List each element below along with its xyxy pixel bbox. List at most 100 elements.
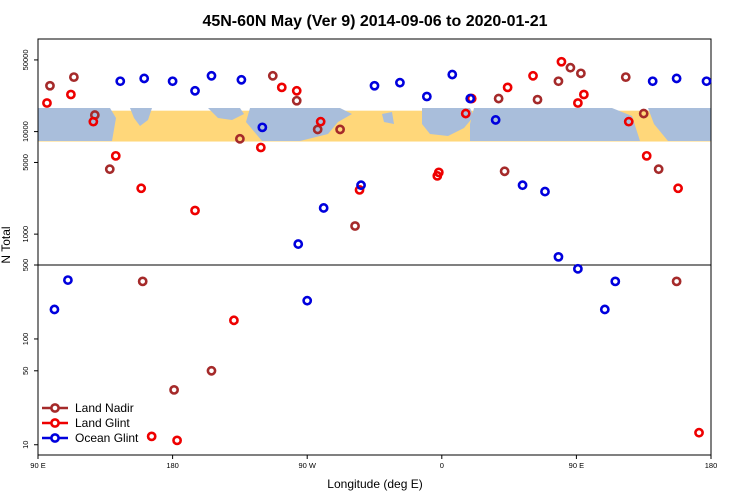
y-tick-label: 5000 <box>21 154 30 171</box>
ocean-glint-point <box>302 295 313 306</box>
legend-label-ocean-glint: Ocean Glint <box>75 431 139 445</box>
world-map-band <box>38 108 711 142</box>
y-tick-label: 10000 <box>21 121 30 142</box>
legend-label-land-glint: Land Glint <box>75 416 130 430</box>
ocean-glint-point <box>553 251 564 262</box>
ocean-glint-point <box>395 77 405 88</box>
land-nadir-point <box>206 365 217 376</box>
y-axis-label: N Total <box>0 226 13 263</box>
land-glint-point <box>190 205 200 216</box>
land-nadir-point <box>553 76 564 87</box>
landmass-russia <box>470 108 640 141</box>
land-glint-point <box>572 98 583 108</box>
ocean-glint-point <box>517 180 528 191</box>
land-nadir-point <box>312 124 323 135</box>
legend-marker-land-glint <box>50 418 60 428</box>
land-glint-point <box>291 85 302 96</box>
land-nadir-point <box>532 94 543 105</box>
land-glint-point <box>229 315 239 326</box>
ocean-glint-point <box>167 76 178 87</box>
landmass-europe <box>422 108 474 136</box>
landmass-north-america <box>246 108 352 141</box>
land-glint-point <box>146 431 157 442</box>
data-points <box>42 56 712 446</box>
land-nadir-point <box>350 221 360 231</box>
land-glint-point <box>694 427 704 438</box>
x-tick-label: 180 <box>705 461 718 470</box>
landmass-kamchatka <box>130 108 152 126</box>
land-glint-point <box>641 150 652 161</box>
ocean-glint-point <box>63 275 73 285</box>
ocean-glint-point <box>599 304 610 315</box>
y-axis-ticks: 500 1000 5000 10000 50000 10 50 100 <box>21 49 38 449</box>
legend-marker-ocean-glint <box>50 433 60 443</box>
land-nadir-point <box>565 62 576 73</box>
land-nadir-point <box>104 164 115 175</box>
ocean-glint-point <box>540 186 550 197</box>
ocean-glint-point <box>190 85 200 96</box>
land-nadir-point <box>234 133 245 144</box>
legend-label-land-nadir: Land Nadir <box>75 401 134 415</box>
land-glint-point <box>276 82 287 93</box>
land-nadir-point <box>335 124 346 135</box>
x-tick-label: 0 <box>440 461 444 470</box>
y-tick-label: 10 <box>21 441 30 449</box>
x-tick-label: 180 <box>166 461 179 470</box>
landmass-asia-west <box>38 108 116 141</box>
map-landmasses <box>38 108 711 141</box>
x-axis-label: Longitude (deg E) <box>327 477 422 491</box>
land-nadir-point <box>499 166 510 177</box>
x-tick-label: 90 E <box>569 461 584 470</box>
ocean-glint-point <box>447 69 458 80</box>
ocean-glint-point <box>139 73 150 84</box>
y-tick-label: 50 <box>21 367 30 375</box>
ocean-glint-point <box>701 76 712 87</box>
ocean-glint-point <box>49 304 60 315</box>
plot-frame <box>37 38 712 456</box>
ocean-glint-point <box>421 91 432 102</box>
x-tick-label: 90 E <box>30 461 45 470</box>
ocean-glint-point <box>236 74 247 85</box>
land-glint-point <box>172 435 182 446</box>
land-glint-point <box>673 183 683 194</box>
x-axis-ticks: 90 E 180 90 W 0 90 E 180 <box>30 455 717 470</box>
land-glint-point <box>88 116 99 127</box>
land-nadir-point <box>671 276 682 287</box>
chart-title: 45N-60N May (Ver 9) 2014-09-06 to 2020-0… <box>202 13 547 30</box>
ocean-glint-point <box>647 76 658 87</box>
land-nadir-point <box>575 68 586 79</box>
land-glint-point <box>42 98 52 108</box>
land-nadir-point <box>620 72 631 83</box>
land-nadir-point <box>45 80 55 91</box>
y-tick-label: 1000 <box>21 226 30 243</box>
land-glint-point <box>433 167 444 178</box>
land-glint-point <box>110 150 121 161</box>
land-glint-point <box>255 142 266 153</box>
legend-marker-land-nadir <box>50 403 60 413</box>
x-tick-label: 90 W <box>298 461 316 470</box>
land-glint-point <box>502 82 513 93</box>
land-glint-point <box>460 108 471 119</box>
land-nadir-point <box>169 384 179 395</box>
land-nadir-point <box>68 72 79 83</box>
land-nadir-point <box>653 164 664 175</box>
ocean-glint-point <box>465 93 476 104</box>
land-glint-point <box>136 183 147 194</box>
y-tick-label: 100 <box>21 333 30 346</box>
ocean-glint-point <box>490 115 501 125</box>
ocean-glint-point <box>293 239 304 249</box>
land-glint-point <box>354 185 365 195</box>
land-nadir-point <box>267 70 278 81</box>
ocean-glint-point <box>671 73 682 84</box>
ocean-glint-point <box>206 70 217 81</box>
ocean-glint-point <box>257 122 268 133</box>
ocean-glint-point <box>356 180 366 191</box>
y-tick-label: 500 <box>21 259 30 272</box>
landmass-asia-east <box>648 108 711 141</box>
ocean-glint-point <box>115 76 126 87</box>
y-tick-label: 50000 <box>21 49 30 70</box>
ocean-glint-point <box>610 276 621 287</box>
land-glint-point <box>528 70 538 81</box>
